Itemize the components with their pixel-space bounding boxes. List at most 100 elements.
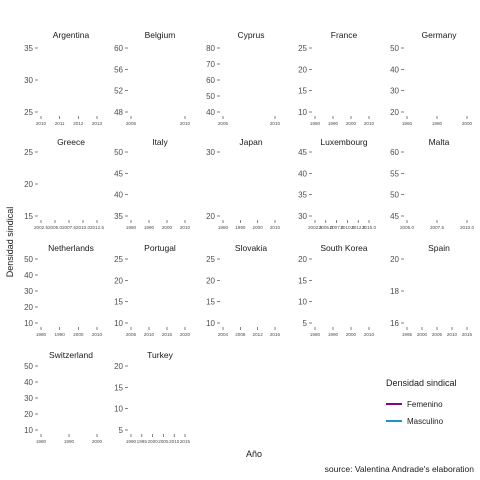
x-tick-label-spain: 1995: [402, 332, 413, 337]
y-tick-label-france: 15: [298, 87, 307, 96]
y-tick-label-italy: 40: [114, 191, 123, 200]
x-tick-label-malta: 2010.0: [460, 225, 474, 230]
x-tick-label-turkey: 1990: [126, 439, 137, 444]
x-tick-label-france: 2000: [346, 121, 357, 126]
y-tick-label-switzerland: 40: [24, 378, 33, 387]
y-tick-label-cyprus: 80: [206, 44, 215, 53]
y-tick-label-turkey: 10: [114, 405, 123, 414]
y-axis-label: Densidad sindical: [5, 207, 15, 278]
x-tick-label-greece: 2012.5: [90, 225, 104, 230]
facet-title-japan: Japan: [239, 137, 262, 147]
y-tick-label-germany: 20: [390, 108, 399, 117]
y-tick-label-portugal: 10: [114, 319, 123, 328]
x-tick-label-japan: 1980: [218, 225, 229, 230]
y-tick-label-belgium: 52: [114, 87, 123, 96]
facet-title-slovakia: Slovakia: [235, 243, 267, 253]
y-tick-label-argentina: 35: [24, 44, 33, 53]
x-tick-label-japan: 2010: [270, 225, 281, 230]
facet-title-malta: Malta: [429, 137, 450, 147]
y-tick-label-argentina: 25: [24, 108, 33, 117]
x-tick-label-south-korea: 2010: [364, 332, 375, 337]
x-tick-label-spain: 2015: [462, 332, 473, 337]
x-tick-label-france: 2010: [364, 121, 375, 126]
y-tick-label-luxembourg: 45: [298, 148, 307, 157]
facet-title-cyprus: Cyprus: [238, 30, 265, 40]
x-tick-label-turkey: 2005: [158, 439, 169, 444]
x-tick-label-turkey: 2010: [169, 439, 180, 444]
y-tick-label-spain: 18: [390, 287, 399, 296]
x-tick-label-greece: 2007.5: [62, 225, 76, 230]
x-tick-label-switzerland: 2000: [92, 439, 103, 444]
x-tick-label-cyprus: 2010: [270, 121, 281, 126]
y-tick-label-malta: 45: [390, 212, 399, 221]
caption: source: Valentina Andrade's elaboration: [325, 464, 475, 474]
y-tick-label-japan: 30: [206, 148, 215, 157]
facet-title-argentina: Argentina: [53, 30, 90, 40]
facet-title-luxembourg: Luxembourg: [320, 137, 368, 147]
x-tick-label-italy: 1990: [144, 225, 155, 230]
y-tick-label-spain: 20: [390, 255, 399, 264]
x-tick-label-argentina: 2012: [73, 121, 84, 126]
x-tick-label-malta: 2005.0: [400, 225, 414, 230]
x-tick-label-italy: 2000: [162, 225, 173, 230]
y-tick-label-portugal: 20: [114, 276, 123, 285]
x-tick-label-argentina: 2011: [55, 121, 65, 126]
y-tick-label-luxembourg: 30: [298, 212, 307, 221]
x-tick-label-spain: 2000: [417, 332, 428, 337]
facet-luxembourg: Luxembourg 45 40 35 302002.52005.02007.52010…: [298, 137, 376, 230]
x-tick-label-luxembourg: 2010.0: [340, 225, 354, 230]
y-tick-label-switzerland: 20: [24, 410, 33, 419]
legend: Densidad sindical Femenino Masculino: [386, 378, 457, 426]
y-tick-label-italy: 45: [114, 169, 123, 178]
x-tick-label-luxembourg: 2002.5: [308, 225, 322, 230]
legend-title: Densidad sindical: [386, 378, 457, 388]
facet-title-turkey: Turkey: [147, 350, 173, 360]
y-tick-label-italy: 35: [114, 212, 123, 221]
x-tick-label-south-korea: 1980: [310, 332, 321, 337]
y-tick-label-france: 25: [298, 44, 307, 53]
y-tick-label-cyprus: 40: [206, 108, 215, 117]
y-tick-label-south-korea: 20: [298, 255, 307, 264]
y-tick-label-argentina: 30: [24, 76, 33, 85]
y-tick-label-slovakia: 20: [206, 276, 215, 285]
y-tick-label-slovakia: 10: [206, 319, 215, 328]
y-tick-label-germany: 30: [390, 87, 399, 96]
y-tick-label-netherlands: 20: [24, 303, 33, 312]
x-tick-label-slovakia: 2008: [235, 332, 246, 337]
x-tick-label-greece: 2005.0: [48, 225, 62, 230]
legend-label-masculino: Masculino: [407, 417, 444, 426]
facet-title-south-korea: South Korea: [320, 243, 368, 253]
x-tick-label-switzerland: 1980: [36, 439, 47, 444]
y-tick-label-south-korea: 10: [298, 298, 307, 307]
y-tick-label-south-korea: 15: [298, 276, 307, 285]
x-tick-label-belgium: 2010: [180, 121, 191, 126]
y-tick-label-belgium: 48: [114, 108, 123, 117]
x-tick-label-slovakia: 2012: [253, 332, 264, 337]
y-tick-label-malta: 60: [390, 148, 399, 157]
x-tick-label-turkey: 2015: [180, 439, 191, 444]
y-tick-label-switzerland: 30: [24, 394, 33, 403]
y-tick-label-switzerland: 50: [24, 362, 33, 371]
y-tick-label-netherlands: 40: [24, 271, 33, 280]
x-tick-label-south-korea: 2000: [346, 332, 357, 337]
y-tick-label-slovakia: 25: [206, 255, 215, 264]
x-tick-label-germany: 1960: [402, 121, 413, 126]
y-tick-label-netherlands: 30: [24, 287, 33, 296]
x-tick-label-japan: 2000: [253, 225, 264, 230]
y-tick-label-france: 20: [298, 65, 307, 74]
facet-title-spain: Spain: [428, 243, 450, 253]
x-tick-label-germany: 1980: [432, 121, 443, 126]
